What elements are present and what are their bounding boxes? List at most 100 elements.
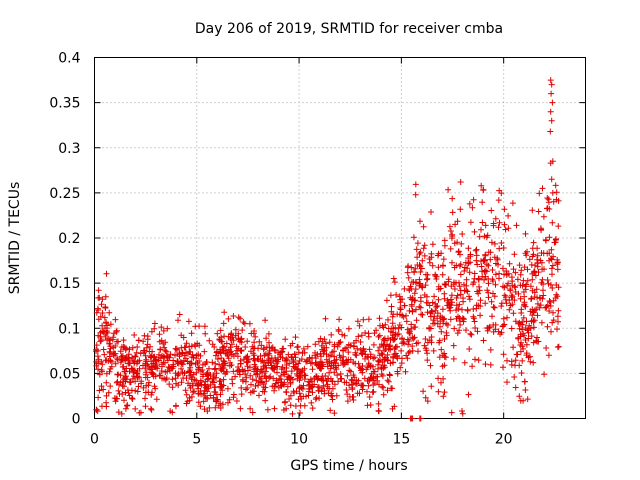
data-point: [376, 381, 382, 388]
data-point: [167, 408, 174, 415]
data-point: [420, 245, 427, 252]
data-point: [466, 296, 473, 303]
data-point: [225, 399, 231, 406]
data-point: [482, 300, 489, 307]
data-point: [487, 249, 494, 256]
data-point: [299, 369, 305, 376]
x-axis-tick-labels: 0 5 10 15 20: [90, 432, 513, 448]
data-point: [267, 373, 274, 380]
data-point: [346, 382, 353, 389]
data-point: [454, 239, 461, 246]
data-point: [127, 360, 133, 367]
data-point: [148, 406, 155, 413]
data-point: [451, 325, 458, 332]
data-point: [498, 303, 505, 310]
data-point: [238, 384, 245, 391]
data-point: [259, 369, 266, 376]
data-point: [427, 362, 434, 369]
data-point: [337, 354, 344, 361]
data-point: [142, 403, 149, 410]
data-point: [365, 316, 372, 323]
data-point: [178, 379, 185, 386]
data-point: [555, 307, 562, 314]
data-point: [142, 365, 149, 372]
data-point: [459, 231, 466, 237]
data-point: [260, 363, 267, 370]
data-point: [500, 351, 507, 358]
data-point: [497, 331, 504, 338]
data-point: [211, 344, 218, 350]
data-point: [285, 373, 292, 380]
data-point: [144, 336, 151, 343]
data-point: [287, 379, 294, 386]
data-point: [219, 401, 226, 408]
data-point: [404, 326, 411, 333]
data-point: [380, 341, 387, 348]
data-point: [521, 332, 528, 339]
data-point: [482, 267, 489, 274]
data-point: [414, 254, 421, 261]
data-point: [447, 228, 454, 234]
data-point: [289, 410, 296, 417]
data-point: [456, 318, 463, 324]
data-point: [441, 362, 448, 369]
data-point: [460, 316, 467, 323]
data-point: [371, 354, 378, 361]
data-point: [415, 339, 422, 346]
y-axis-tick-labels: 0 0.05 0.1 0.15 0.2 0.25 0.3 0.35 0.4: [49, 51, 80, 428]
data-point: [214, 330, 221, 337]
data-point: [464, 288, 471, 295]
data-point: [456, 283, 463, 290]
data-point: [218, 334, 225, 341]
data-point: [265, 330, 272, 337]
data-point: [450, 342, 457, 349]
data-point: [211, 384, 218, 391]
data-point: [550, 317, 557, 324]
data-point: [380, 391, 387, 398]
data-point: [103, 379, 110, 386]
data-point: [407, 283, 414, 290]
data-point: [235, 336, 242, 343]
data-point: [333, 392, 340, 399]
data-point: [509, 301, 516, 308]
data-point: [154, 365, 161, 372]
data-point: [151, 353, 158, 360]
data-point: [325, 376, 332, 382]
data-point: [124, 402, 131, 409]
data-point: [283, 388, 290, 395]
data-point: [150, 371, 157, 378]
data-point: [301, 365, 308, 372]
data-point: [447, 304, 454, 311]
data-point: [500, 245, 507, 251]
data-point: [146, 379, 152, 386]
data-point: [416, 262, 423, 268]
data-point: [189, 374, 196, 381]
data-point: [410, 335, 417, 342]
data-point: [481, 256, 487, 263]
data-point: [434, 315, 441, 322]
data-point: [511, 283, 518, 290]
data-point: [215, 402, 222, 409]
data-point: [517, 295, 524, 302]
data-point: [213, 370, 220, 377]
data-point: [223, 350, 230, 357]
data-point: [521, 264, 528, 271]
data-point: [220, 320, 227, 327]
data-point: [463, 327, 469, 334]
data-point: [278, 372, 284, 379]
data-point: [237, 315, 244, 322]
data-point: [399, 335, 406, 342]
data-point: [422, 394, 429, 401]
data-point: [465, 245, 472, 252]
data-point: [501, 206, 508, 213]
data-point: [491, 254, 498, 261]
data-point: [273, 360, 280, 367]
data-point: [365, 354, 372, 361]
data-point: [488, 298, 495, 305]
data-point: [540, 213, 547, 220]
data-point: [485, 262, 492, 269]
data-point: [96, 387, 103, 394]
data-point: [389, 313, 396, 320]
data-point: [173, 380, 180, 387]
data-point: [496, 245, 503, 252]
